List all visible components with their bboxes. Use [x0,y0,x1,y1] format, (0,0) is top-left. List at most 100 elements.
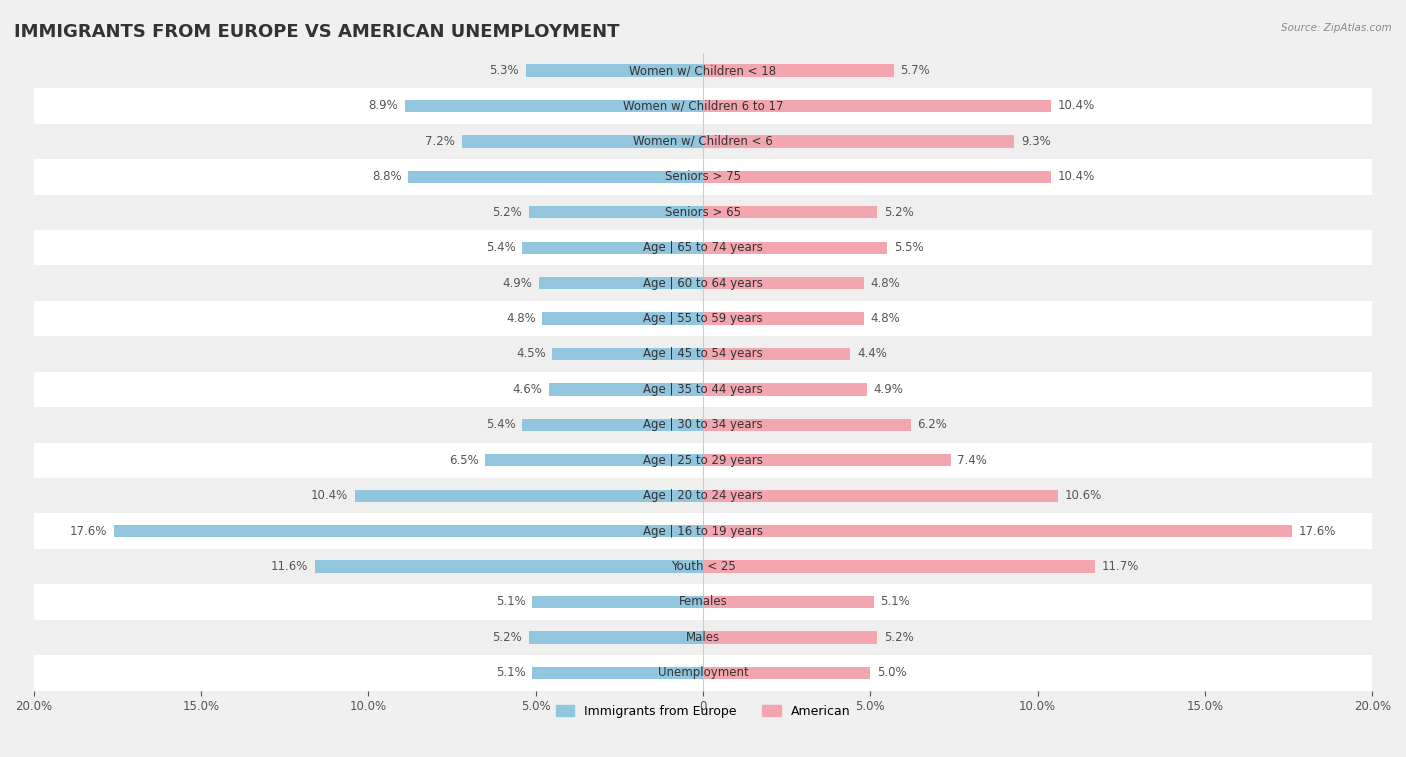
Text: Age | 55 to 59 years: Age | 55 to 59 years [643,312,763,325]
Text: 5.5%: 5.5% [894,241,924,254]
Bar [526,64,703,76]
Bar [548,383,703,396]
Bar [703,525,1292,537]
Bar [34,443,1372,478]
Bar [409,170,703,183]
Bar [543,313,703,325]
Bar [315,560,703,573]
Bar [533,667,703,679]
Legend: Immigrants from Europe, American: Immigrants from Europe, American [551,699,855,723]
Bar [405,100,703,112]
Text: 4.9%: 4.9% [873,383,904,396]
Bar [703,383,868,396]
Bar [703,490,1057,502]
Text: 10.4%: 10.4% [1057,170,1095,183]
Text: 5.1%: 5.1% [880,596,910,609]
Bar [34,372,1372,407]
Text: 10.4%: 10.4% [311,489,349,502]
Bar [34,266,1372,301]
Text: 5.4%: 5.4% [486,419,516,431]
Text: Seniors > 65: Seniors > 65 [665,206,741,219]
Text: 8.9%: 8.9% [368,99,398,113]
Text: Women w/ Children < 6: Women w/ Children < 6 [633,135,773,148]
Text: Seniors > 75: Seniors > 75 [665,170,741,183]
Bar [522,241,703,254]
Bar [703,241,887,254]
Text: Age | 45 to 54 years: Age | 45 to 54 years [643,347,763,360]
Text: 9.3%: 9.3% [1021,135,1050,148]
Bar [703,667,870,679]
Text: 5.7%: 5.7% [900,64,931,77]
Bar [703,454,950,466]
Text: 17.6%: 17.6% [1299,525,1336,537]
Bar [34,407,1372,443]
Text: 5.3%: 5.3% [489,64,519,77]
Bar [703,596,873,608]
Text: 5.2%: 5.2% [884,206,914,219]
Bar [34,513,1372,549]
Bar [529,206,703,219]
Text: 11.6%: 11.6% [271,560,308,573]
Bar [34,123,1372,159]
Text: Unemployment: Unemployment [658,666,748,679]
Bar [553,347,703,360]
Text: 4.8%: 4.8% [506,312,536,325]
Text: Women w/ Children < 18: Women w/ Children < 18 [630,64,776,77]
Bar [34,336,1372,372]
Text: Males: Males [686,631,720,644]
Bar [703,631,877,643]
Text: 8.8%: 8.8% [373,170,402,183]
Bar [703,560,1095,573]
Text: Age | 60 to 64 years: Age | 60 to 64 years [643,276,763,290]
Text: 4.4%: 4.4% [858,347,887,360]
Bar [34,230,1372,266]
Text: Age | 65 to 74 years: Age | 65 to 74 years [643,241,763,254]
Bar [34,620,1372,655]
Text: IMMIGRANTS FROM EUROPE VS AMERICAN UNEMPLOYMENT: IMMIGRANTS FROM EUROPE VS AMERICAN UNEMP… [14,23,620,41]
Bar [34,159,1372,195]
Text: 5.4%: 5.4% [486,241,516,254]
Text: 4.9%: 4.9% [502,276,533,290]
Text: Age | 35 to 44 years: Age | 35 to 44 years [643,383,763,396]
Bar [463,136,703,148]
Bar [34,89,1372,123]
Bar [538,277,703,289]
Text: 5.1%: 5.1% [496,596,526,609]
Bar [703,206,877,219]
Text: 4.8%: 4.8% [870,276,900,290]
Text: 5.2%: 5.2% [492,206,522,219]
Bar [114,525,703,537]
Text: Age | 25 to 29 years: Age | 25 to 29 years [643,453,763,467]
Bar [703,419,911,431]
Bar [34,549,1372,584]
Bar [703,100,1052,112]
Bar [34,655,1372,690]
Text: 7.4%: 7.4% [957,453,987,467]
Text: Age | 20 to 24 years: Age | 20 to 24 years [643,489,763,502]
Bar [485,454,703,466]
Bar [703,347,851,360]
Bar [703,136,1014,148]
Bar [34,478,1372,513]
Text: Youth < 25: Youth < 25 [671,560,735,573]
Bar [34,53,1372,89]
Text: 4.6%: 4.6% [512,383,543,396]
Text: 5.2%: 5.2% [884,631,914,644]
Bar [703,313,863,325]
Bar [34,195,1372,230]
Text: 4.5%: 4.5% [516,347,546,360]
Text: 10.4%: 10.4% [1057,99,1095,113]
Text: 11.7%: 11.7% [1101,560,1139,573]
Text: Females: Females [679,596,727,609]
Text: 5.2%: 5.2% [492,631,522,644]
Text: 5.0%: 5.0% [877,666,907,679]
Bar [34,584,1372,620]
Text: 5.1%: 5.1% [496,666,526,679]
Text: Women w/ Children 6 to 17: Women w/ Children 6 to 17 [623,99,783,113]
Text: 4.8%: 4.8% [870,312,900,325]
Text: 10.6%: 10.6% [1064,489,1102,502]
Bar [533,596,703,608]
Bar [522,419,703,431]
Bar [703,277,863,289]
Bar [703,170,1052,183]
